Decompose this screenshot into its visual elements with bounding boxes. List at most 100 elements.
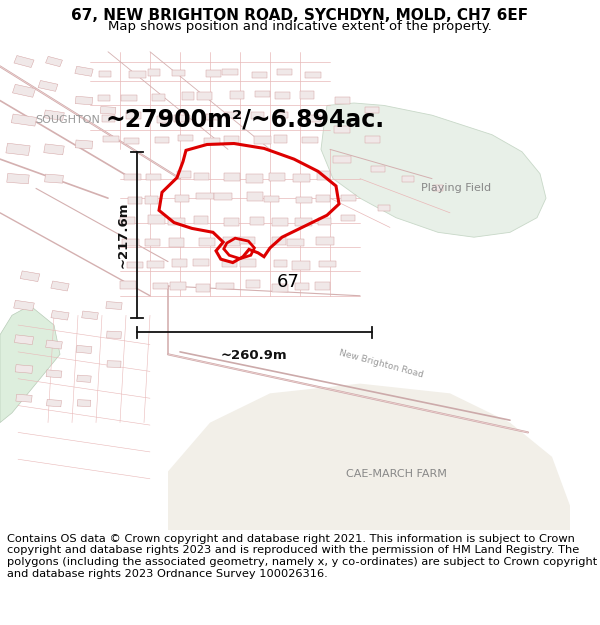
Polygon shape — [321, 103, 546, 238]
Bar — [315, 282, 330, 290]
Bar — [98, 94, 110, 101]
Bar — [269, 173, 285, 181]
Bar — [103, 136, 119, 142]
Bar — [194, 216, 208, 224]
Bar — [230, 91, 244, 99]
Text: ~217.6m: ~217.6m — [117, 201, 130, 268]
Bar — [44, 110, 64, 121]
Bar — [433, 186, 443, 191]
Bar — [194, 173, 209, 180]
Text: 67, NEW BRIGHTON ROAD, SYCHDYN, MOLD, CH7 6EF: 67, NEW BRIGHTON ROAD, SYCHDYN, MOLD, CH… — [71, 8, 529, 23]
Bar — [120, 281, 136, 289]
Bar — [319, 261, 336, 268]
Bar — [122, 239, 139, 246]
Bar — [252, 72, 268, 78]
Bar — [175, 195, 189, 202]
Bar — [246, 280, 260, 288]
Bar — [103, 115, 115, 122]
Bar — [293, 174, 310, 182]
Bar — [51, 281, 69, 291]
Bar — [316, 195, 329, 202]
Bar — [275, 92, 290, 99]
Bar — [77, 375, 91, 382]
Bar — [46, 340, 62, 349]
Bar — [100, 106, 116, 114]
Text: Contains OS data © Crown copyright and database right 2021. This information is : Contains OS data © Crown copyright and d… — [7, 534, 598, 579]
Bar — [197, 92, 212, 100]
Bar — [14, 301, 34, 311]
Bar — [214, 193, 232, 200]
Bar — [193, 259, 209, 266]
Bar — [206, 70, 221, 78]
Bar — [365, 136, 380, 143]
Bar — [46, 56, 62, 67]
Bar — [77, 399, 91, 407]
Bar — [148, 215, 165, 224]
Bar — [272, 217, 287, 226]
Bar — [170, 282, 186, 290]
Bar — [46, 399, 62, 407]
Bar — [148, 261, 164, 268]
Bar — [224, 173, 240, 181]
Bar — [177, 171, 191, 178]
Bar — [378, 205, 390, 211]
Bar — [107, 331, 121, 339]
Bar — [168, 218, 185, 224]
Bar — [46, 370, 62, 378]
Bar — [38, 81, 58, 91]
Text: SOUGHTON: SOUGHTON — [35, 115, 100, 125]
Text: Map shows position and indicative extent of the property.: Map shows position and indicative extent… — [108, 20, 492, 32]
Bar — [302, 137, 318, 142]
Bar — [121, 95, 137, 101]
Bar — [295, 282, 309, 290]
Bar — [295, 217, 311, 226]
Bar — [254, 136, 271, 144]
Bar — [371, 166, 385, 172]
Bar — [306, 115, 322, 122]
Bar — [402, 176, 414, 182]
Bar — [334, 126, 350, 133]
Bar — [196, 192, 214, 199]
Bar — [264, 196, 278, 202]
Bar — [6, 143, 30, 156]
Bar — [44, 144, 64, 155]
Bar — [11, 114, 37, 126]
Polygon shape — [0, 306, 60, 422]
Bar — [223, 237, 240, 246]
Bar — [44, 174, 64, 183]
Bar — [75, 96, 93, 105]
Bar — [16, 394, 32, 402]
Bar — [224, 136, 239, 142]
Bar — [333, 156, 351, 162]
Bar — [99, 71, 112, 77]
Bar — [241, 237, 255, 244]
Text: Playing Field: Playing Field — [421, 183, 491, 193]
Bar — [119, 217, 135, 224]
Bar — [127, 262, 143, 268]
Bar — [250, 217, 263, 226]
Bar — [317, 171, 330, 180]
Bar — [318, 218, 331, 225]
Bar — [146, 174, 161, 180]
Bar — [15, 364, 33, 373]
Bar — [128, 197, 142, 204]
Bar — [287, 239, 304, 246]
Bar — [272, 237, 286, 245]
Bar — [153, 282, 169, 289]
Bar — [341, 195, 355, 201]
Bar — [145, 239, 160, 246]
Bar — [106, 302, 122, 309]
Text: ~260.9m: ~260.9m — [221, 349, 288, 362]
Bar — [316, 237, 334, 245]
Bar — [203, 138, 220, 145]
Bar — [155, 137, 169, 143]
Bar — [152, 94, 165, 101]
Bar — [365, 107, 379, 114]
Bar — [199, 238, 215, 246]
Bar — [178, 135, 193, 141]
Bar — [148, 69, 160, 76]
Bar — [172, 69, 185, 76]
Bar — [277, 69, 292, 76]
Text: ~27900m²/~6.894ac.: ~27900m²/~6.894ac. — [105, 107, 384, 131]
Bar — [7, 174, 29, 184]
